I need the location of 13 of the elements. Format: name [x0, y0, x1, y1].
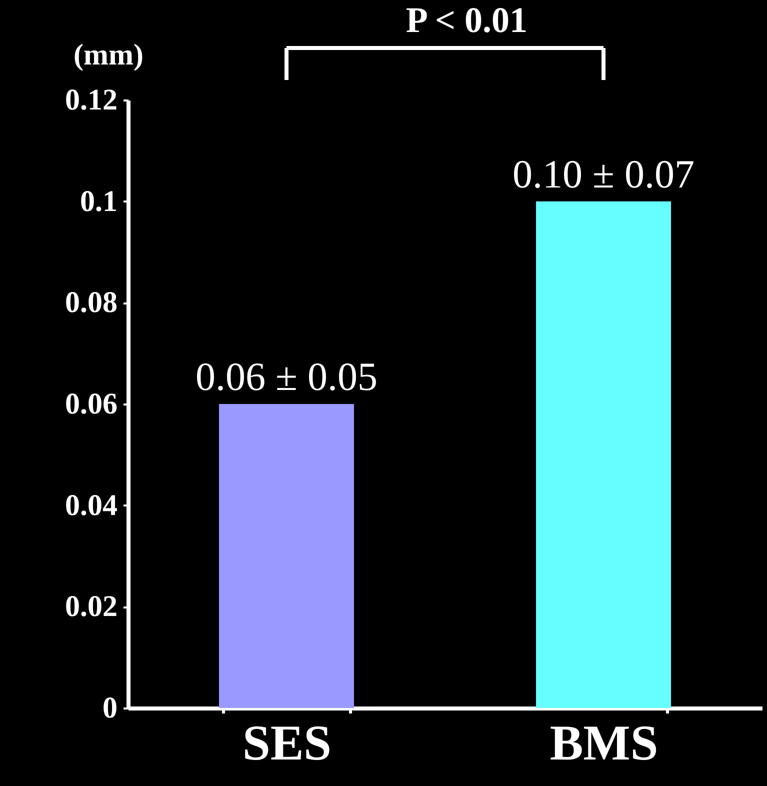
y-tick-label: 0.04 [65, 488, 118, 522]
y-tick-label: 0.02 [65, 590, 118, 624]
data-label: 0.10 ± 0.07 [512, 151, 694, 196]
y-tick-label: 0.06 [65, 388, 118, 420]
y-tick-label: 0.1 [80, 184, 118, 218]
data-label: 0.06 ± 0.05 [196, 354, 378, 399]
y-tick-label: 0 [102, 692, 118, 724]
y-tick-label: 0.08 [65, 286, 118, 320]
y-tick-label: 0.12 [65, 84, 118, 116]
x-tick-label: BMS [550, 714, 658, 770]
x-tick-label: SES [242, 714, 332, 770]
text: P < 0.01 [406, 0, 528, 40]
y-axis-title: (mm) [74, 38, 144, 72]
